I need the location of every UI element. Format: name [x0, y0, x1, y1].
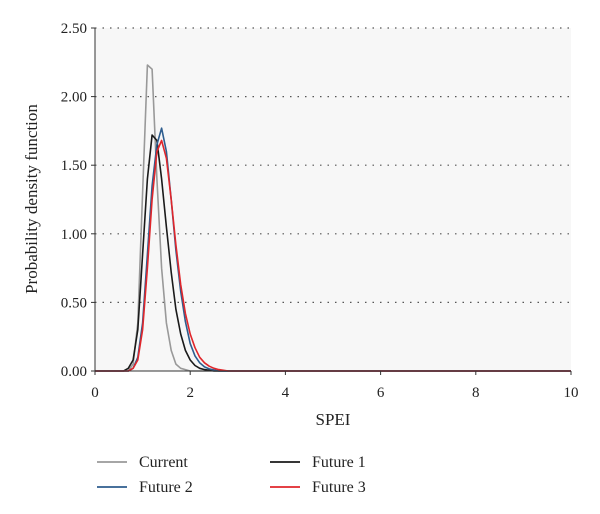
series-line-future-3 — [95, 139, 571, 372]
legend-current-label: Current — [139, 454, 188, 471]
y-tick-label-3: 1.50 — [61, 158, 87, 174]
legend-future-2-label: Future 2 — [139, 479, 193, 496]
legend-future-1-label: Future 1 — [312, 454, 366, 471]
series-line-future-1 — [95, 134, 571, 372]
legend: Current Future 1 Future 2 Future 3 — [97, 454, 366, 496]
y-tick-label-4: 2.00 — [61, 90, 87, 106]
y-tick-label-0: 0.00 — [61, 364, 87, 380]
x-tick-label-1: 2 — [186, 385, 194, 401]
series-lines — [95, 64, 571, 372]
x-tick-label-0: 0 — [91, 385, 99, 401]
y-ticks: 0.00 0.50 1.00 1.50 2.00 2.50 — [61, 21, 95, 380]
y-axis-title: Probability density function — [22, 104, 41, 294]
x-tick-label-2: 4 — [282, 385, 290, 401]
x-tick-label-5: 10 — [564, 385, 579, 401]
legend-future-3-label: Future 3 — [312, 479, 366, 496]
x-ticks: 0 2 4 6 8 10 — [91, 371, 579, 401]
x-axis-title: SPEI — [316, 410, 351, 429]
y-tick-label-2: 1.00 — [61, 227, 87, 243]
x-tick-label-3: 6 — [377, 385, 385, 401]
plot-background — [95, 28, 571, 371]
y-tick-label-5: 2.50 — [61, 21, 87, 37]
y-tick-label-1: 0.50 — [61, 295, 87, 311]
x-tick-label-4: 8 — [472, 385, 480, 401]
